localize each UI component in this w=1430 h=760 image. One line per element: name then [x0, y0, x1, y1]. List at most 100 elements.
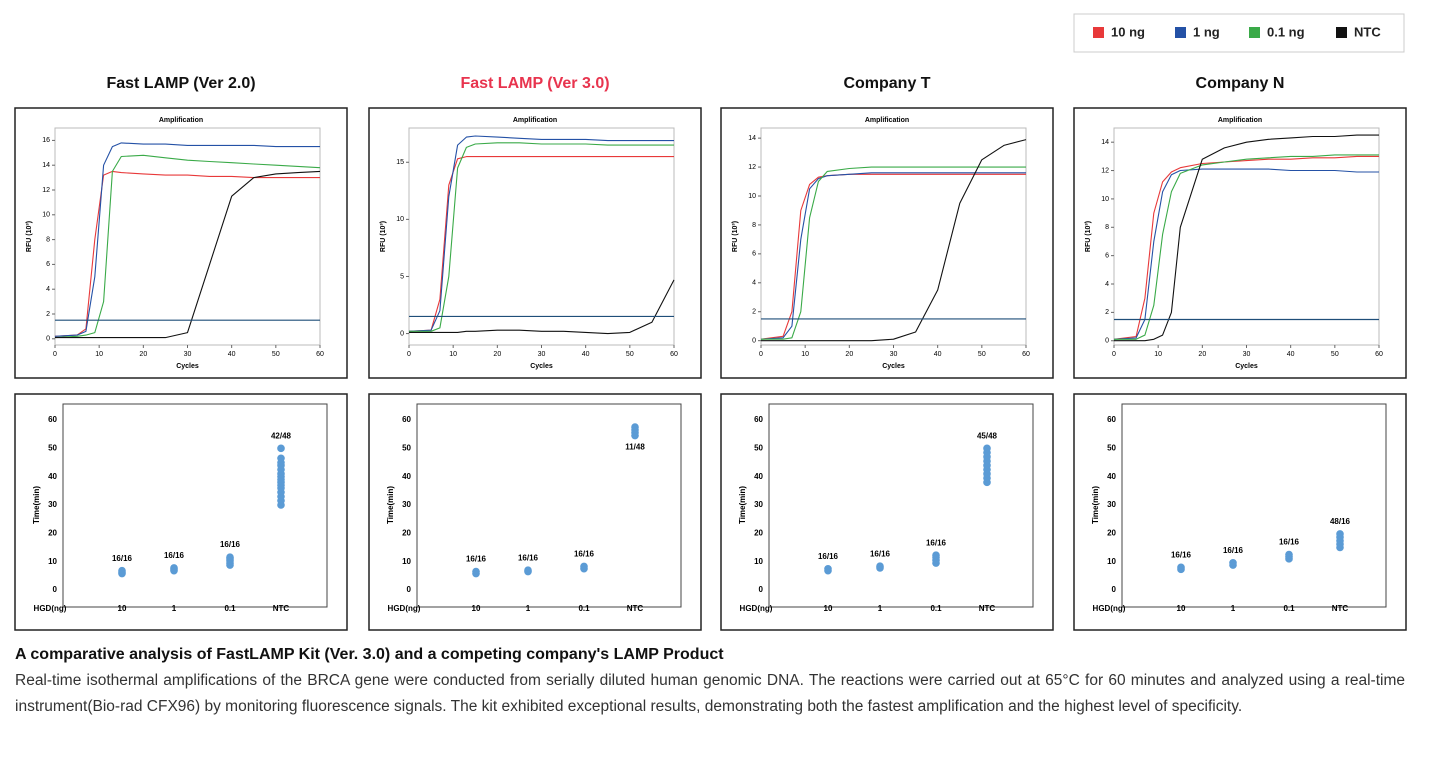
x-tick-label: 60: [316, 351, 324, 358]
y-axis-label: Time(min): [32, 486, 41, 524]
x-tick-label: 40: [582, 351, 590, 358]
x-tick-label: 10: [1177, 604, 1186, 613]
panel-box: [720, 107, 1054, 379]
plot-subtitle: Amplification: [1218, 117, 1262, 124]
count-label: 45/48: [977, 431, 998, 440]
x-tick-label: 20: [845, 351, 853, 358]
x-tick-label: 10: [824, 604, 833, 613]
amplification-curve: [54, 170, 320, 337]
count-label: 16/16: [518, 553, 539, 562]
y-tick-label: 14: [748, 135, 756, 142]
amplification-curve: [761, 139, 1027, 342]
y-tick-label: 0: [1105, 338, 1109, 345]
time-dot: [1177, 563, 1185, 572]
plot-frame: [62, 403, 328, 608]
y-tick-label: 6: [46, 261, 50, 268]
panel-box: [368, 393, 702, 631]
legend-label: 1 ng: [1193, 24, 1220, 39]
legend-label: NTC: [1354, 24, 1381, 39]
amplification-curve: [1114, 134, 1379, 342]
y-tick-label: 4: [1105, 281, 1109, 288]
y-tick-label: 14: [42, 162, 50, 169]
y-tick-label: 10: [754, 557, 763, 566]
y-tick-label: 12: [42, 187, 50, 194]
x-tick-label: 0.1: [224, 604, 236, 613]
y-axis-label: Time(min): [386, 486, 395, 524]
amplification-curve: [409, 279, 675, 335]
legend-swatch: [1249, 27, 1260, 38]
x-tick-label: 0: [759, 351, 763, 358]
y-tick-label: 10: [42, 212, 50, 219]
plot-frame: [416, 403, 682, 608]
panel-box: [1073, 107, 1407, 379]
amplification-curve: [55, 170, 321, 339]
y-tick-label: 0: [46, 336, 50, 343]
count-label: 42/48: [271, 431, 292, 440]
y-axis-label: RFU (10³): [26, 221, 33, 252]
time-dot: [1229, 559, 1237, 567]
count-label: 11/48: [625, 443, 645, 452]
panel-title: Fast LAMP (Ver 2.0): [106, 75, 255, 92]
count-label: 16/16: [1171, 550, 1192, 559]
count-label: 48/16: [1330, 517, 1351, 526]
x-tick-label: 60: [670, 351, 678, 358]
x-tick-label: 10: [1154, 351, 1162, 358]
caption-text: Real-time isothermal amplifications of t…: [15, 672, 1405, 715]
x-tick-label: 0: [407, 351, 411, 358]
x-tick-label: 0.1: [578, 604, 590, 613]
plot-subtitle: Amplification: [865, 117, 909, 124]
x-tick-label: NTC: [1332, 604, 1349, 613]
y-tick-label: 8: [1105, 224, 1109, 231]
panel-title: Company T: [843, 75, 930, 92]
y-tick-label: 0: [759, 585, 764, 594]
x-axis-label: HGD(ng): [740, 604, 773, 613]
count-label: 16/16: [818, 552, 839, 561]
y-tick-label: 60: [402, 415, 411, 424]
time-dot: [983, 444, 991, 453]
amplification-curve: [761, 166, 1026, 340]
x-tick-label: 30: [184, 351, 192, 358]
amplification-curve: [54, 154, 321, 339]
y-tick-label: 0: [407, 585, 412, 594]
y-tick-label: 0: [1112, 585, 1117, 594]
y-tick-label: 10: [402, 557, 411, 566]
x-tick-label: 10: [95, 351, 103, 358]
plot-subtitle: Amplification: [513, 117, 557, 124]
y-tick-label: 40: [754, 472, 763, 481]
x-tick-label: 60: [1375, 351, 1383, 358]
panel-title: Company N: [1196, 75, 1285, 92]
legend-swatch: [1336, 27, 1347, 38]
amplification-curve: [1114, 154, 1379, 340]
time-dot: [170, 564, 178, 572]
y-tick-label: 0: [400, 330, 404, 337]
time-dot: [524, 566, 532, 574]
x-tick-label: NTC: [273, 604, 290, 613]
time-dot: [226, 553, 234, 561]
y-tick-label: 15: [396, 159, 404, 166]
y-tick-label: 20: [754, 528, 763, 537]
x-tick-label: 50: [272, 351, 280, 358]
time-dot: [631, 423, 639, 431]
y-tick-label: 60: [754, 415, 763, 424]
time-dot: [472, 567, 480, 576]
x-tick-label: 1: [172, 604, 177, 613]
amplification-curve: [1113, 168, 1379, 340]
y-tick-label: 10: [1107, 557, 1116, 566]
x-axis-label: Cycles: [176, 363, 199, 370]
y-axis-label: Time(min): [738, 486, 747, 524]
y-tick-label: 30: [754, 500, 763, 509]
count-label: 16/16: [220, 540, 241, 549]
panel-title: Fast LAMP (Ver 3.0): [460, 75, 609, 92]
y-tick-label: 60: [48, 415, 57, 424]
count-label: 16/16: [1279, 538, 1300, 547]
count-label: 16/16: [112, 554, 133, 563]
time-dot: [118, 566, 126, 575]
x-axis-label: Cycles: [1235, 363, 1258, 370]
y-tick-label: 20: [402, 528, 411, 537]
y-tick-label: 16: [42, 137, 50, 144]
y-tick-label: 50: [402, 443, 411, 452]
plot-frame: [1121, 403, 1387, 608]
legend-swatch: [1093, 27, 1104, 38]
time-dot: [277, 454, 285, 463]
panel-box: [14, 107, 348, 379]
